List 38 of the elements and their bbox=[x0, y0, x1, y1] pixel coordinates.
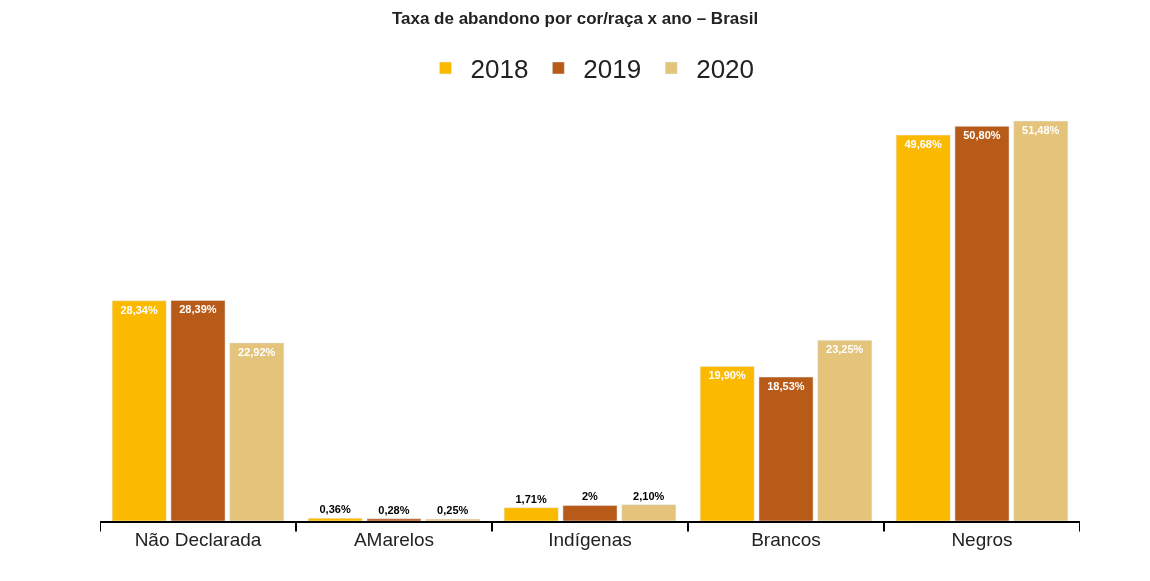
data-label: 50,80% bbox=[963, 129, 1001, 142]
data-label: 28,34% bbox=[120, 303, 158, 316]
data-label: 0,25% bbox=[437, 504, 469, 517]
x-tick-label: Brancos bbox=[751, 528, 821, 550]
bar bbox=[699, 366, 755, 521]
x-tick-label: Indígenas bbox=[548, 528, 632, 550]
bar bbox=[307, 517, 363, 521]
x-tick-label: AMarelos bbox=[353, 528, 435, 550]
legend-label: 2020 bbox=[696, 54, 755, 85]
data-label: 0,36% bbox=[319, 503, 351, 516]
legend-label: 2019 bbox=[583, 54, 642, 85]
bar bbox=[895, 134, 951, 521]
bar bbox=[111, 300, 167, 521]
x-tick-label: Negros bbox=[951, 528, 1013, 550]
bar bbox=[954, 126, 1010, 521]
data-label: 1,71% bbox=[515, 492, 547, 505]
data-label: 51,48% bbox=[1022, 124, 1060, 137]
bar bbox=[621, 504, 677, 521]
data-label: 49,68% bbox=[904, 138, 942, 151]
data-label: 18,53% bbox=[767, 380, 805, 393]
data-label: 2,10% bbox=[633, 489, 665, 502]
bar bbox=[817, 340, 873, 521]
legend-label: 2018 bbox=[470, 54, 529, 85]
data-label: 2% bbox=[581, 490, 599, 503]
data-label: 28,39% bbox=[179, 303, 217, 316]
bar bbox=[562, 505, 618, 521]
bar bbox=[170, 300, 226, 521]
chart-title: Taxa de abandono por cor/raça x ano – Brasil bbox=[391, 8, 759, 28]
data-label: 0,28% bbox=[378, 503, 410, 516]
bar bbox=[229, 342, 285, 521]
data-label: 19,90% bbox=[708, 369, 746, 382]
x-tick-label: Não Declarada bbox=[134, 528, 262, 550]
bar bbox=[503, 507, 559, 521]
bar bbox=[366, 518, 422, 521]
data-label: 22,92% bbox=[238, 345, 276, 358]
bar bbox=[758, 376, 814, 521]
bar bbox=[1013, 120, 1069, 521]
data-label: 23,25% bbox=[826, 343, 864, 356]
